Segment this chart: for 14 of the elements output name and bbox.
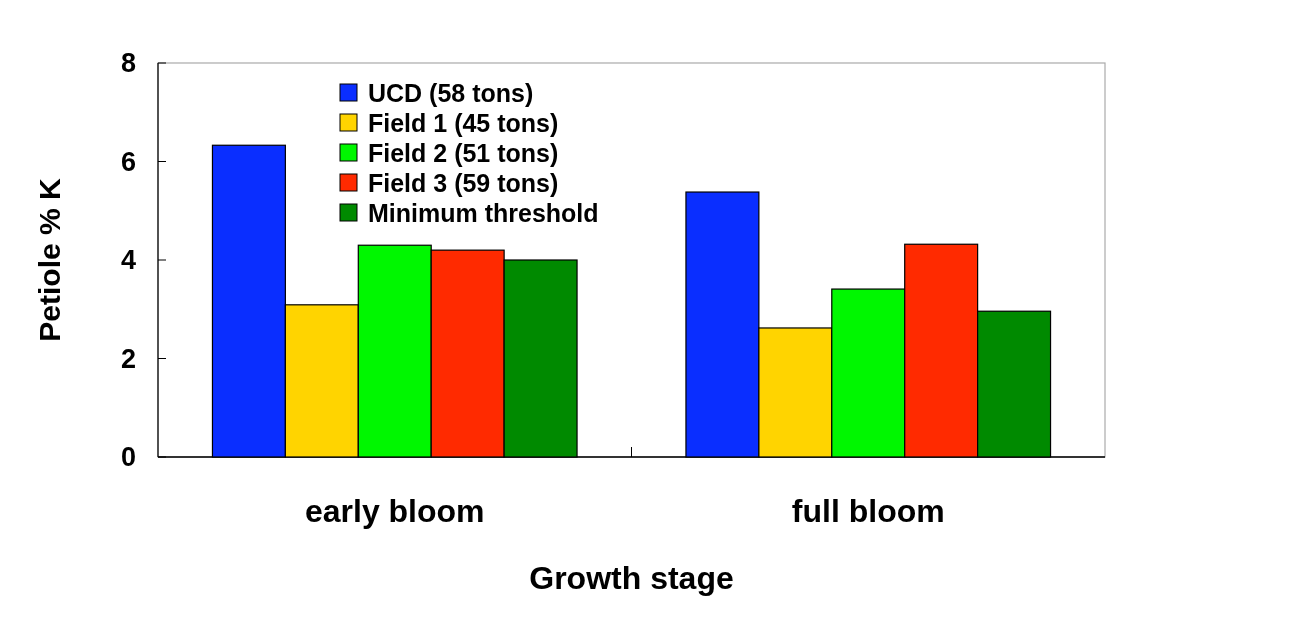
x-tick-label: early bloom xyxy=(304,493,485,529)
y-tick-label: 6 xyxy=(120,146,136,177)
legend-label: Field 1 (45 tons) xyxy=(368,108,559,137)
legend-label: UCD (58 tons) xyxy=(368,78,534,107)
y-axis-title: Petiole % K xyxy=(33,177,66,342)
y-tick-label: 2 xyxy=(120,343,136,374)
legend-label: Field 2 (51 tons) xyxy=(368,138,559,167)
legend-label: Field 3 (59 tons) xyxy=(368,168,559,197)
y-tick-label: 4 xyxy=(120,245,136,276)
y-tick-label: 8 xyxy=(120,48,136,79)
y-tick-label: 0 xyxy=(120,442,136,473)
legend-label: Minimum threshold xyxy=(368,198,599,227)
x-axis-title: Growth stage xyxy=(529,560,734,596)
x-tick-label: full bloom xyxy=(791,493,945,529)
